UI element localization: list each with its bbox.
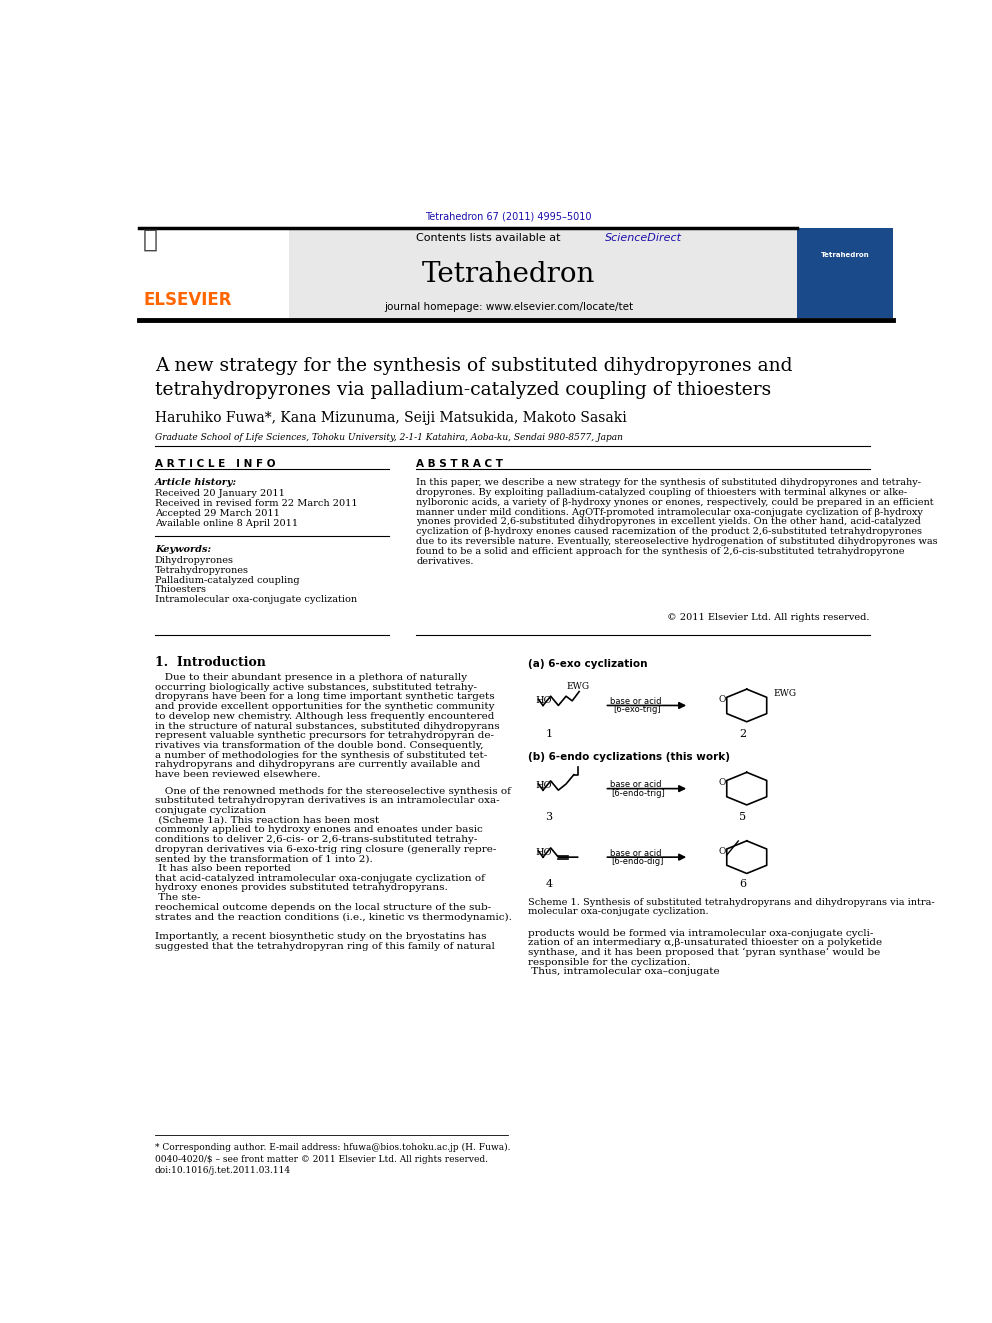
Text: 3: 3 bbox=[546, 812, 553, 822]
Text: It has also been reported: It has also been reported bbox=[155, 864, 291, 873]
Text: Tetrahedron: Tetrahedron bbox=[820, 251, 869, 258]
Bar bbox=[797, 228, 893, 318]
Text: doi:10.1016/j.tet.2011.03.114: doi:10.1016/j.tet.2011.03.114 bbox=[155, 1166, 291, 1175]
Text: ELSEVIER: ELSEVIER bbox=[143, 291, 232, 308]
Text: nylboronic acids, a variety of β-hydroxy ynones or enones, respectively, could b: nylboronic acids, a variety of β-hydroxy… bbox=[417, 497, 933, 507]
Text: conditions to deliver 2,6-cis- or 2,6-trans-substituted tetrahy-: conditions to deliver 2,6-cis- or 2,6-tr… bbox=[155, 835, 477, 844]
Text: Tetrahedron: Tetrahedron bbox=[422, 261, 595, 288]
Text: Due to their abundant presence in a plethora of naturally: Due to their abundant presence in a plet… bbox=[155, 673, 467, 683]
Text: dropyran derivatives via 6-exo-trig ring closure (generally repre-: dropyran derivatives via 6-exo-trig ring… bbox=[155, 845, 496, 853]
Text: hydroxy enones provides substituted tetrahydropyrans.: hydroxy enones provides substituted tetr… bbox=[155, 884, 447, 893]
Text: products would be formed via intramolecular oxa-conjugate cycli-: products would be formed via intramolecu… bbox=[528, 929, 873, 938]
Text: base or acid: base or acid bbox=[610, 848, 662, 857]
Text: have been reviewed elsewhere.: have been reviewed elsewhere. bbox=[155, 770, 320, 779]
Text: Importantly, a recent biosynthetic study on the bryostatins has: Importantly, a recent biosynthetic study… bbox=[155, 931, 486, 941]
Text: 🌳: 🌳 bbox=[143, 228, 158, 251]
Text: Graduate School of Life Sciences, Tohoku University, 2-1-1 Katahira, Aoba-ku, Se: Graduate School of Life Sciences, Tohoku… bbox=[155, 433, 623, 442]
Text: 6: 6 bbox=[739, 878, 746, 889]
Text: Thus, intramolecular oxa–conjugate: Thus, intramolecular oxa–conjugate bbox=[528, 967, 719, 976]
Text: Tetrahydropyrones: Tetrahydropyrones bbox=[155, 566, 249, 576]
Text: A new strategy for the synthesis of substituted dihydropyrones and: A new strategy for the synthesis of subs… bbox=[155, 357, 793, 376]
Text: due to its reversible nature. Eventually, stereoselective hydrogenation of subst: due to its reversible nature. Eventually… bbox=[417, 537, 937, 546]
Text: 2: 2 bbox=[739, 729, 746, 738]
Text: in the structure of natural substances, substituted dihydropyrans: in the structure of natural substances, … bbox=[155, 721, 499, 730]
Text: 4: 4 bbox=[546, 878, 553, 889]
Text: rivatives via transformation of the double bond. Consequently,: rivatives via transformation of the doub… bbox=[155, 741, 483, 750]
Text: [6-endo-dig]: [6-endo-dig] bbox=[611, 857, 664, 867]
Bar bbox=[139, 228, 797, 318]
Text: suggested that the tetrahydropyran ring of this family of natural: suggested that the tetrahydropyran ring … bbox=[155, 942, 495, 950]
Text: cyclization of β-hydroxy enones caused racemization of the product 2,6-substitut: cyclization of β-hydroxy enones caused r… bbox=[417, 527, 923, 536]
Text: HO: HO bbox=[536, 848, 552, 857]
Text: reochemical outcome depends on the local structure of the sub-: reochemical outcome depends on the local… bbox=[155, 902, 491, 912]
Text: Keywords:: Keywords: bbox=[155, 545, 211, 554]
Text: [6-endo-trig]: [6-endo-trig] bbox=[611, 789, 666, 798]
Text: (b) 6-endo cyclizations (this work): (b) 6-endo cyclizations (this work) bbox=[528, 751, 730, 762]
Text: A B S T R A C T: A B S T R A C T bbox=[417, 459, 503, 470]
Text: Intramolecular oxa-conjugate cyclization: Intramolecular oxa-conjugate cyclization bbox=[155, 595, 357, 605]
Text: ScienceDirect: ScienceDirect bbox=[604, 233, 682, 243]
Text: EWG: EWG bbox=[566, 683, 589, 692]
Text: Scheme 1. Synthesis of substituted tetrahydropyrans and dihydropyrans via intra-: Scheme 1. Synthesis of substituted tetra… bbox=[528, 898, 934, 908]
Text: Thioesters: Thioesters bbox=[155, 585, 206, 594]
Text: represent valuable synthetic precursors for tetrahydropyran de-: represent valuable synthetic precursors … bbox=[155, 732, 494, 740]
Text: Haruhiko Fuwa*, Kana Mizunuma, Seiji Matsukida, Makoto Sasaki: Haruhiko Fuwa*, Kana Mizunuma, Seiji Mat… bbox=[155, 411, 627, 425]
Text: Available online 8 April 2011: Available online 8 April 2011 bbox=[155, 519, 298, 528]
Text: manner under mild conditions. AgOTf-promoted intramolecular oxa-conjugate cycliz: manner under mild conditions. AgOTf-prom… bbox=[417, 508, 923, 517]
Text: journal homepage: www.elsevier.com/locate/tet: journal homepage: www.elsevier.com/locat… bbox=[384, 302, 633, 312]
Text: 5: 5 bbox=[739, 812, 746, 822]
Text: (Scheme 1a). This reaction has been most: (Scheme 1a). This reaction has been most bbox=[155, 816, 379, 824]
Text: HO: HO bbox=[536, 781, 552, 790]
Text: found to be a solid and efficient approach for the synthesis of 2,6-cis-substitu: found to be a solid and efficient approa… bbox=[417, 546, 905, 556]
Text: 1.  Introduction: 1. Introduction bbox=[155, 656, 266, 669]
Text: 0040-4020/$ – see front matter © 2011 Elsevier Ltd. All rights reserved.: 0040-4020/$ – see front matter © 2011 El… bbox=[155, 1155, 488, 1164]
Text: The ste-: The ste- bbox=[155, 893, 200, 902]
Text: and provide excellent opportunities for the synthetic community: and provide excellent opportunities for … bbox=[155, 703, 494, 712]
Text: tetrahydropyrones via palladium-catalyzed coupling of thioesters: tetrahydropyrones via palladium-catalyze… bbox=[155, 381, 771, 398]
Text: base or acid: base or acid bbox=[610, 697, 662, 706]
Text: dropyrans have been for a long time important synthetic targets: dropyrans have been for a long time impo… bbox=[155, 692, 494, 701]
Text: a number of methodologies for the synthesis of substituted tet-: a number of methodologies for the synthe… bbox=[155, 750, 487, 759]
Text: One of the renowned methods for the stereoselective synthesis of: One of the renowned methods for the ster… bbox=[155, 787, 511, 795]
Text: that acid-catalyzed intramolecular oxa-conjugate cyclization of: that acid-catalyzed intramolecular oxa-c… bbox=[155, 873, 485, 882]
Bar bbox=[139, 228, 290, 318]
Text: Accepted 29 March 2011: Accepted 29 March 2011 bbox=[155, 509, 280, 519]
Text: occurring biologically active substances, substituted tetrahy-: occurring biologically active substances… bbox=[155, 683, 477, 692]
Text: strates and the reaction conditions (i.e., kinetic vs thermodynamic).: strates and the reaction conditions (i.e… bbox=[155, 913, 512, 922]
Text: O: O bbox=[718, 695, 726, 704]
Text: derivatives.: derivatives. bbox=[417, 557, 473, 565]
Text: In this paper, we describe a new strategy for the synthesis of substituted dihyd: In this paper, we describe a new strateg… bbox=[417, 479, 922, 487]
Text: * Corresponding author. E-mail address: hfuwa@bios.tohoku.ac.jp (H. Fuwa).: * Corresponding author. E-mail address: … bbox=[155, 1143, 510, 1152]
Text: © 2011 Elsevier Ltd. All rights reserved.: © 2011 Elsevier Ltd. All rights reserved… bbox=[668, 613, 870, 622]
Text: HO: HO bbox=[536, 696, 552, 705]
Text: O: O bbox=[718, 778, 726, 787]
Text: EWG: EWG bbox=[774, 689, 797, 697]
Text: O: O bbox=[718, 847, 726, 856]
Text: rahydropyrans and dihydropyrans are currently available and: rahydropyrans and dihydropyrans are curr… bbox=[155, 761, 480, 769]
Text: base or acid: base or acid bbox=[610, 781, 662, 789]
Text: zation of an intermediary α,β-unsaturated thioester on a polyketide: zation of an intermediary α,β-unsaturate… bbox=[528, 938, 882, 947]
Text: conjugate cyclization: conjugate cyclization bbox=[155, 806, 266, 815]
Text: Contents lists available at: Contents lists available at bbox=[417, 233, 564, 243]
Text: Palladium-catalyzed coupling: Palladium-catalyzed coupling bbox=[155, 576, 300, 585]
Text: commonly applied to hydroxy enones and enoates under basic: commonly applied to hydroxy enones and e… bbox=[155, 826, 482, 835]
Text: substituted tetrahydropyran derivatives is an intramolecular oxa-: substituted tetrahydropyran derivatives … bbox=[155, 796, 499, 806]
Text: Dihydropyrones: Dihydropyrones bbox=[155, 556, 234, 565]
Text: dropyrones. By exploiting palladium-catalyzed coupling of thioesters with termin: dropyrones. By exploiting palladium-cata… bbox=[417, 488, 908, 497]
Text: ynones provided 2,6-substituted dihydropyrones in excellent yields. On the other: ynones provided 2,6-substituted dihydrop… bbox=[417, 517, 921, 527]
Text: to develop new chemistry. Although less frequently encountered: to develop new chemistry. Although less … bbox=[155, 712, 494, 721]
Text: Tetrahedron 67 (2011) 4995–5010: Tetrahedron 67 (2011) 4995–5010 bbox=[426, 212, 591, 221]
Text: molecular oxa-conjugate cyclization.: molecular oxa-conjugate cyclization. bbox=[528, 908, 708, 917]
Text: synthase, and it has been proposed that ‘pyran synthase’ would be: synthase, and it has been proposed that … bbox=[528, 949, 880, 958]
Text: responsible for the cyclization.: responsible for the cyclization. bbox=[528, 958, 690, 967]
Text: Article history:: Article history: bbox=[155, 479, 237, 487]
Text: A R T I C L E   I N F O: A R T I C L E I N F O bbox=[155, 459, 275, 470]
Text: Received in revised form 22 March 2011: Received in revised form 22 March 2011 bbox=[155, 499, 357, 508]
Text: Received 20 January 2011: Received 20 January 2011 bbox=[155, 490, 285, 497]
Text: sented by the transformation of 1 into 2).: sented by the transformation of 1 into 2… bbox=[155, 855, 373, 864]
Text: 1: 1 bbox=[546, 729, 553, 738]
Text: (a) 6-exo cyclization: (a) 6-exo cyclization bbox=[528, 659, 647, 669]
Text: [6-exo-trig]: [6-exo-trig] bbox=[614, 705, 662, 714]
